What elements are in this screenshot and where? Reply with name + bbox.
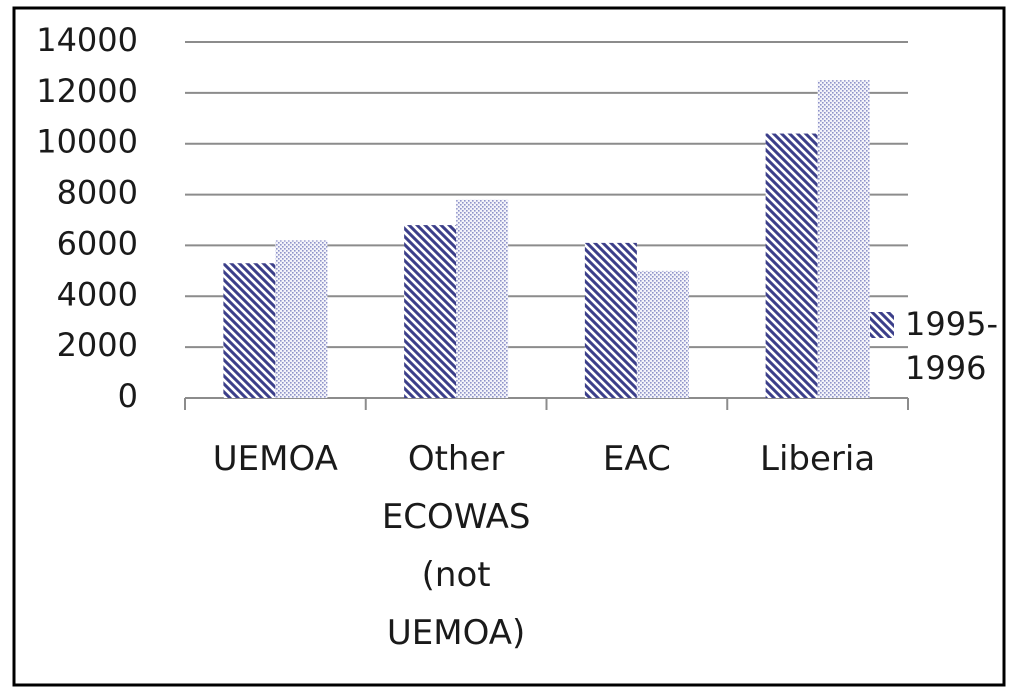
bar bbox=[765, 133, 818, 399]
bar bbox=[404, 225, 457, 398]
y-tick-label: 0 bbox=[118, 377, 138, 415]
bar bbox=[456, 199, 509, 398]
bar bbox=[223, 263, 276, 398]
bar bbox=[817, 80, 870, 399]
x-tick-label: UEMOA bbox=[213, 439, 338, 479]
legend-swatch bbox=[870, 312, 894, 338]
y-tick-label: 4000 bbox=[57, 275, 138, 313]
bar bbox=[275, 240, 328, 398]
y-tick-label: 6000 bbox=[57, 224, 138, 262]
x-tick-label: Other ECOWAS (not UEMOA) bbox=[382, 439, 531, 653]
y-tick-label: 10000 bbox=[36, 123, 138, 161]
legend-label: 1995-1996 bbox=[905, 305, 998, 387]
bar bbox=[584, 242, 637, 398]
x-tick-label: EAC bbox=[603, 439, 671, 479]
y-tick-label: 2000 bbox=[57, 326, 138, 364]
y-tick-label: 14000 bbox=[36, 21, 138, 59]
x-tick-label: Liberia bbox=[760, 439, 875, 479]
y-tick-label: 8000 bbox=[57, 174, 138, 212]
bar bbox=[636, 270, 689, 398]
y-tick-label: 12000 bbox=[36, 72, 138, 110]
